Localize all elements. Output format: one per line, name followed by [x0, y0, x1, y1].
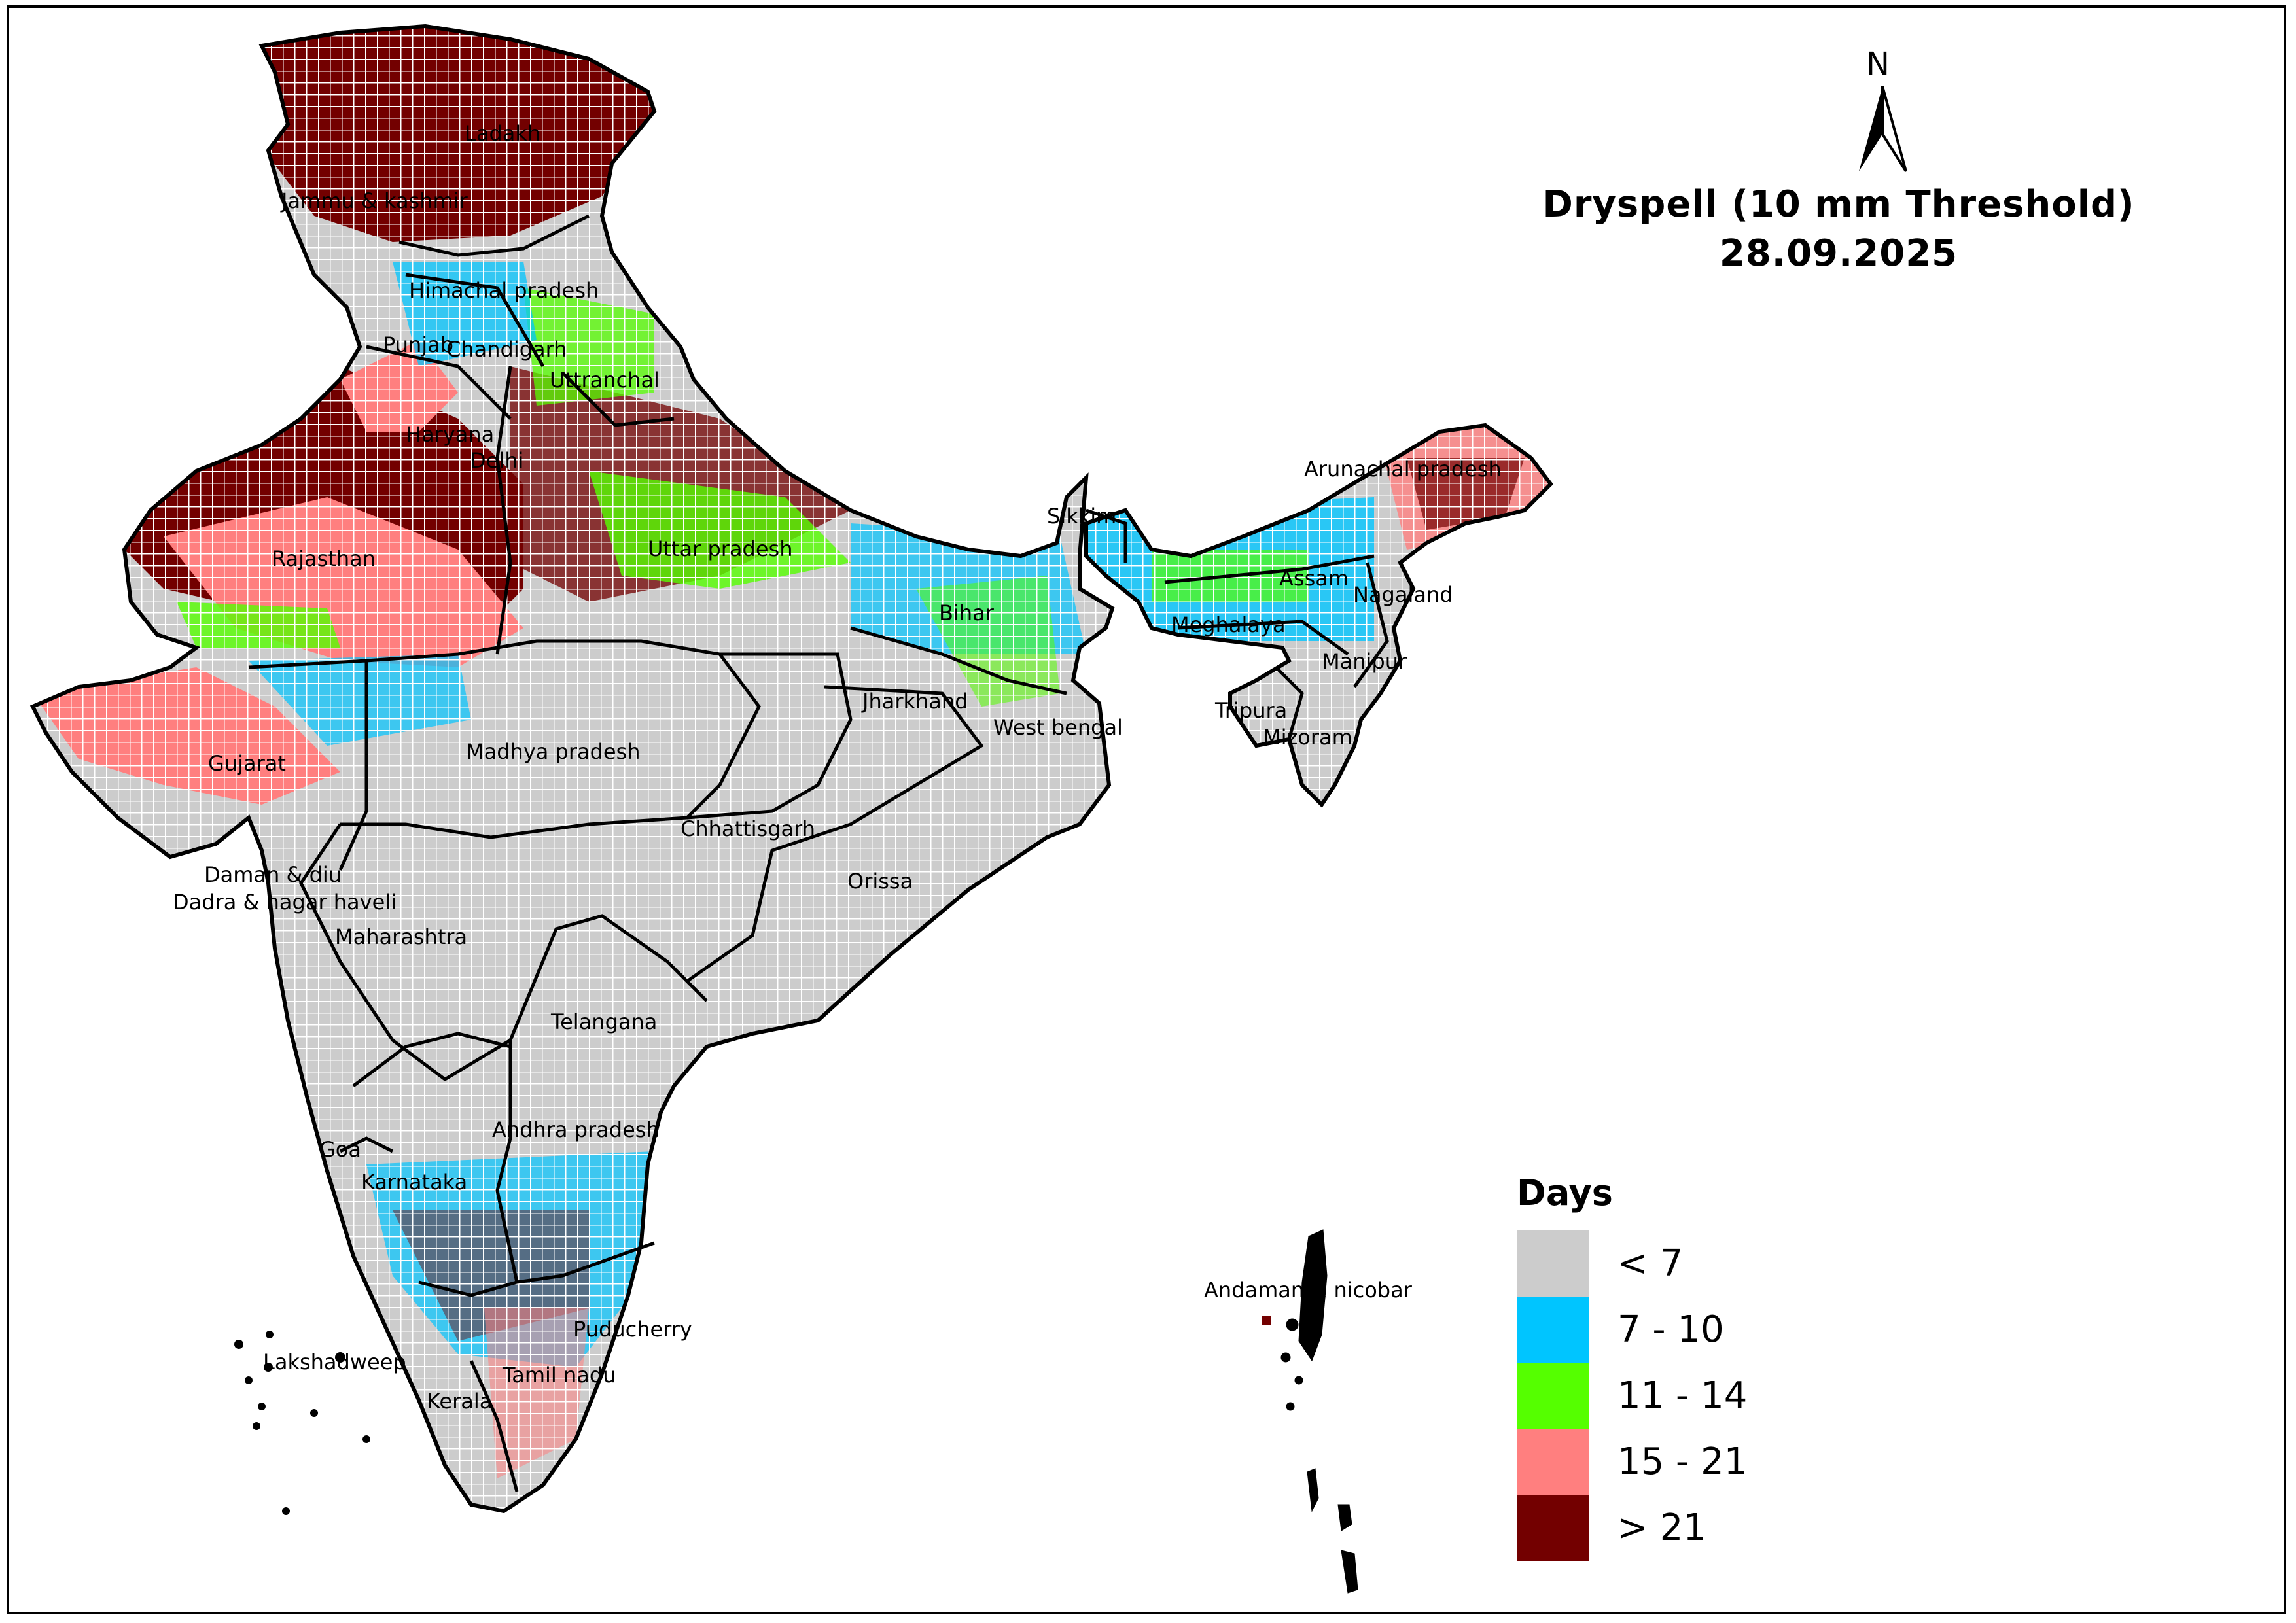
state-label-ladakh: Ladakh [465, 121, 540, 146]
state-label-arunachal: Arunachal pradesh [1304, 457, 1502, 481]
legend-label: > 21 [1617, 1507, 1706, 1549]
state-label-uttranchal: Uttranchal [550, 368, 660, 393]
state-label-puducherry: Puducherry [573, 1317, 692, 1342]
grid-overlay [33, 26, 1112, 1511]
legend-label: 7 - 10 [1617, 1308, 1724, 1351]
state-label-andaman-nicobar: Andaman & nicobar [1204, 1278, 1413, 1302]
legend-item: 11 - 14 [1517, 1363, 1747, 1429]
state-label-uttar-pradesh: Uttar pradesh [648, 536, 792, 561]
legend-swatch [1517, 1429, 1589, 1495]
state-labels: Ladakh Jammu & kashmir Himachal pradesh … [173, 121, 1502, 1414]
state-label-tamil-nadu: Tamil nadu [502, 1363, 616, 1387]
north-arrow-icon [1859, 86, 1907, 173]
state-label-bihar: Bihar [939, 601, 995, 625]
lakshadweep-islands [234, 1331, 370, 1515]
state-label-west-bengal: West bengal [993, 715, 1123, 740]
legend: Days < 7 7 - 10 11 - 14 15 - 21 > 21 [1517, 1172, 1747, 1561]
legend-swatch [1517, 1363, 1589, 1429]
legend-label: 11 - 14 [1617, 1374, 1748, 1417]
legend-swatch [1517, 1297, 1589, 1363]
state-label-tripura: Tripura [1214, 698, 1287, 723]
state-label-jharkhand: Jharkhand [861, 689, 968, 714]
state-label-telangana: Telangana [550, 1009, 657, 1034]
north-arrow-label: N [1866, 46, 1890, 82]
state-label-dadra-nagar-haveli: Dadra & nagar haveli [173, 890, 397, 915]
state-label-karnataka: Karnataka [361, 1170, 467, 1195]
state-label-haryana: Haryana [406, 422, 494, 447]
state-label-kerala: Kerala [427, 1389, 492, 1414]
legend-item: > 21 [1517, 1495, 1747, 1561]
state-label-nagaland: Nagaland [1353, 582, 1453, 607]
map-date: 28.09.2025 [1719, 232, 1958, 275]
state-label-punjab: Punjab [383, 332, 453, 357]
state-label-daman-diu: Daman & diu [204, 862, 342, 887]
state-label-manipur: Manipur [1322, 649, 1407, 674]
state-label-andhra-pradesh: Andhra pradesh [492, 1117, 660, 1142]
legend-label: 15 - 21 [1617, 1440, 1748, 1483]
state-label-chhattisgarh: Chhattisgarh [680, 816, 815, 841]
state-label-himachal: Himachal pradesh [409, 278, 599, 303]
legend-item: < 7 [1517, 1230, 1747, 1297]
legend-item: 7 - 10 [1517, 1297, 1747, 1363]
legend-swatch [1517, 1230, 1589, 1297]
state-label-goa: Goa [319, 1137, 361, 1162]
state-label-delhi: Delhi [470, 448, 523, 473]
state-label-madhya-pradesh: Madhya pradesh [466, 739, 641, 764]
state-label-rajasthan: Rajasthan [272, 546, 376, 571]
state-label-orissa: Orissa [847, 869, 913, 894]
andaman-nicobar-islands [1262, 1229, 1358, 1594]
legend-title: Days [1517, 1172, 1613, 1213]
legend-item: 15 - 21 [1517, 1429, 1747, 1495]
state-boundaries [248, 214, 1389, 1492]
state-label-jammu-kashmir: Jammu & kashmir [280, 188, 468, 213]
state-label-mizoram: Mizoram [1263, 725, 1352, 750]
state-label-gujarat: Gujarat [208, 751, 286, 776]
state-label-sikkim: Sikkim [1047, 504, 1116, 529]
state-label-chandigarh: Chandigarh [446, 337, 567, 362]
state-label-assam: Assam [1279, 566, 1349, 591]
state-label-lakshadweep: Lakshadweep [263, 1350, 406, 1374]
map-title: Dryspell (10 mm Threshold) [1542, 183, 2135, 226]
legend-swatch [1517, 1495, 1589, 1561]
legend-label: < 7 [1617, 1242, 1684, 1285]
state-label-maharashtra: Maharashtra [335, 924, 467, 949]
state-label-meghalaya: Meghalaya [1171, 612, 1286, 637]
